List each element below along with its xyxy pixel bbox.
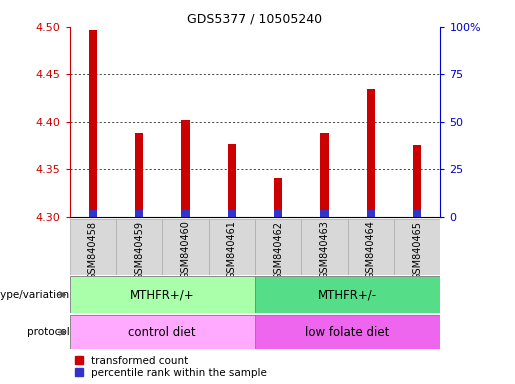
Bar <box>255 315 440 349</box>
Bar <box>89 210 97 217</box>
Text: low folate diet: low folate diet <box>305 326 390 339</box>
Bar <box>209 219 255 275</box>
Text: genotype/variation: genotype/variation <box>0 290 70 300</box>
Text: GSM840460: GSM840460 <box>180 220 191 280</box>
Bar <box>274 178 282 217</box>
Bar <box>162 219 209 275</box>
Bar <box>413 145 421 217</box>
Bar <box>301 219 348 275</box>
Bar <box>116 219 162 275</box>
Bar <box>70 276 255 313</box>
Bar <box>320 133 329 217</box>
Bar <box>135 133 143 217</box>
Bar <box>348 219 394 275</box>
Bar <box>394 219 440 275</box>
Bar <box>255 276 440 313</box>
Text: GSM840463: GSM840463 <box>319 220 330 280</box>
Text: MTHFR+/+: MTHFR+/+ <box>130 288 195 301</box>
Bar <box>367 210 375 217</box>
Bar <box>181 120 190 217</box>
Bar <box>255 219 301 275</box>
Bar <box>89 30 97 217</box>
Text: MTHFR+/-: MTHFR+/- <box>318 288 377 301</box>
Bar <box>413 210 421 217</box>
Bar <box>135 210 143 217</box>
Bar <box>70 315 255 349</box>
Legend: transformed count, percentile rank within the sample: transformed count, percentile rank withi… <box>75 356 267 378</box>
Text: GSM840464: GSM840464 <box>366 220 376 280</box>
Text: protocol: protocol <box>27 327 70 337</box>
Title: GDS5377 / 10505240: GDS5377 / 10505240 <box>187 13 322 26</box>
Text: GSM840465: GSM840465 <box>412 220 422 280</box>
Text: GSM840462: GSM840462 <box>273 220 283 280</box>
Text: GSM840458: GSM840458 <box>88 220 98 280</box>
Bar <box>228 144 236 217</box>
Bar <box>274 210 282 217</box>
Bar <box>70 219 116 275</box>
Bar <box>181 210 190 217</box>
Bar <box>228 210 236 217</box>
Text: control diet: control diet <box>128 326 196 339</box>
Bar <box>320 210 329 217</box>
Text: GSM840459: GSM840459 <box>134 220 144 280</box>
Text: GSM840461: GSM840461 <box>227 220 237 280</box>
Bar <box>367 89 375 217</box>
